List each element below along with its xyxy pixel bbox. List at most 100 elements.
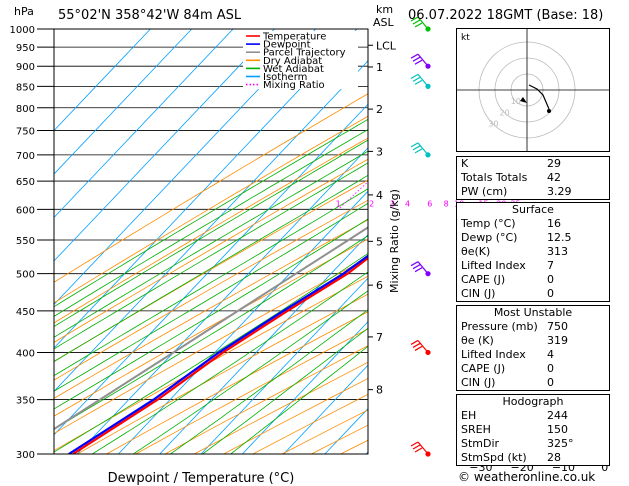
table-row: θe (K) 319 (457, 334, 609, 348)
row-label: CIN (J) (461, 376, 496, 389)
table-row: K 29 (457, 157, 609, 171)
wind-barb (410, 53, 431, 69)
height-tick-label: 2 (376, 103, 383, 116)
height-unit-bottom: ASL (373, 16, 395, 29)
wind-barb (410, 16, 431, 32)
table-row: Totals Totals 42 (457, 171, 609, 185)
table-row: CIN (J) 0 (457, 287, 609, 301)
legend-box (243, 31, 358, 89)
row-value: 313 (547, 245, 568, 258)
legend-entry: Parcel Trajectory (263, 48, 346, 59)
isotherm-line (54, 29, 234, 219)
row-label: Lifted Index (461, 259, 526, 272)
row-value: 16 (547, 217, 561, 230)
legend-entry: Temperature (262, 32, 326, 43)
table-row: Temp (°C) 16 (457, 217, 609, 231)
wet-adiabat-line (54, 188, 368, 377)
legend-entry: Dewpoint (263, 40, 311, 51)
row-label: CAPE (J) (461, 273, 506, 286)
surface-table: Surface Temp (°C) 16 Dewp (°C) 12.5 θe(K) 313… (456, 202, 610, 302)
pressure-tick-label: 600 (16, 205, 35, 216)
row-label: Totals Totals (461, 171, 528, 184)
table-row: CIN (J) 0 (457, 376, 609, 390)
dry-adiabat-line (135, 328, 368, 454)
plot-frame (53, 28, 369, 455)
dry-adiabat-line (106, 311, 368, 454)
y-axis-title: Mixing Ratio (g/kg) (388, 189, 401, 293)
row-value: 244 (547, 409, 568, 422)
wet-adiabat-line (54, 218, 368, 410)
row-value: 750 (547, 320, 568, 333)
dry-adiabat-line (54, 238, 368, 417)
wet-adiabat-line (54, 118, 368, 308)
pressure-tick-label: 750 (16, 127, 35, 138)
isotherm-line (54, 29, 275, 262)
row-value: 3.29 (547, 185, 572, 198)
wet-adiabat-line (133, 290, 368, 454)
height-tick-label: 5 (376, 235, 383, 248)
wet-adiabat-line (54, 174, 368, 363)
x-axis-title: Dewpoint / Temperature (°C) (108, 471, 295, 486)
table-row: EH 244 (457, 409, 609, 423)
row-label: Lifted Index (461, 348, 526, 361)
table-row: PW (cm) 3.29 (457, 185, 609, 199)
wet-adiabat-line (54, 162, 368, 350)
row-label: PW (cm) (461, 185, 508, 198)
pressure-tick-label: 850 (16, 82, 35, 93)
hodograph-ring-label: 10 (511, 97, 521, 106)
hodograph-panel: kt 10 20 30 (456, 28, 610, 152)
isotherm-line (54, 29, 316, 306)
isotherm-line (242, 321, 368, 454)
wind-barb (410, 261, 431, 277)
wet-adiabat-line (54, 129, 368, 317)
table-row: θe(K) 313 (457, 245, 609, 259)
height-tick-label: 4 (376, 189, 383, 202)
isotherm-line (54, 60, 368, 392)
wet-adiabat-line (170, 309, 368, 454)
temperature-tick-label: 0 (601, 461, 608, 474)
table-row: Pressure (mb) 750 (457, 320, 609, 334)
wind-barb (410, 73, 431, 89)
height-tick-label: 7 (376, 331, 383, 344)
wind-barb (410, 441, 431, 457)
height-tick-label: 1 (376, 61, 383, 74)
pressure-tick-label: 500 (16, 270, 35, 281)
wet-adiabat-line (54, 252, 368, 453)
isotherm-line (118, 190, 368, 454)
hodograph-unit: kt (461, 33, 470, 43)
table-row: Lifted Index 7 (457, 259, 609, 273)
isotherm-line (76, 147, 368, 454)
table-row: StmSpd (kt) 28 (457, 451, 609, 465)
pressure-tick-label: 700 (16, 151, 35, 162)
mixing-ratio-label: 6 (427, 199, 432, 208)
dry-adiabat-line (77, 293, 368, 454)
row-label: StmSpd (kt) (461, 451, 527, 464)
hodograph-ring-label: 20 (500, 108, 510, 117)
legend-entry: Wet Adiabat (263, 64, 324, 75)
pressure-tick-label: 650 (16, 177, 35, 188)
row-value: 150 (547, 423, 568, 436)
credit-label: © weatheronline.co.uk (458, 470, 596, 484)
table-row: CAPE (J) 0 (457, 362, 609, 376)
surface-title: Surface (512, 203, 554, 216)
dry-adiabat-line (54, 137, 368, 324)
most-unstable-table: Most Unstable Pressure (mb) 750 θe (K) 319 L… (456, 305, 610, 391)
row-value: 0 (547, 376, 554, 389)
dry-adiabat-line (54, 275, 368, 452)
pressure-tick-label: 350 (16, 396, 35, 407)
legend-entry: Isotherm (263, 72, 307, 83)
wet-adiabat-line (92, 271, 368, 454)
row-value: 12.5 (547, 231, 572, 244)
most-unstable-title: Most Unstable (493, 306, 573, 319)
wet-adiabat-line (54, 235, 368, 430)
dry-adiabat-line (54, 199, 368, 381)
pressure-tick-label: 550 (16, 236, 35, 247)
hodograph-trace (528, 84, 550, 110)
table-row: Lifted Index 4 (457, 348, 609, 362)
row-value: 4 (547, 348, 554, 361)
dry-adiabat-line (54, 158, 368, 343)
mixing-ratio-label: 8 (444, 199, 449, 208)
pressure-tick-label: 450 (16, 307, 35, 318)
